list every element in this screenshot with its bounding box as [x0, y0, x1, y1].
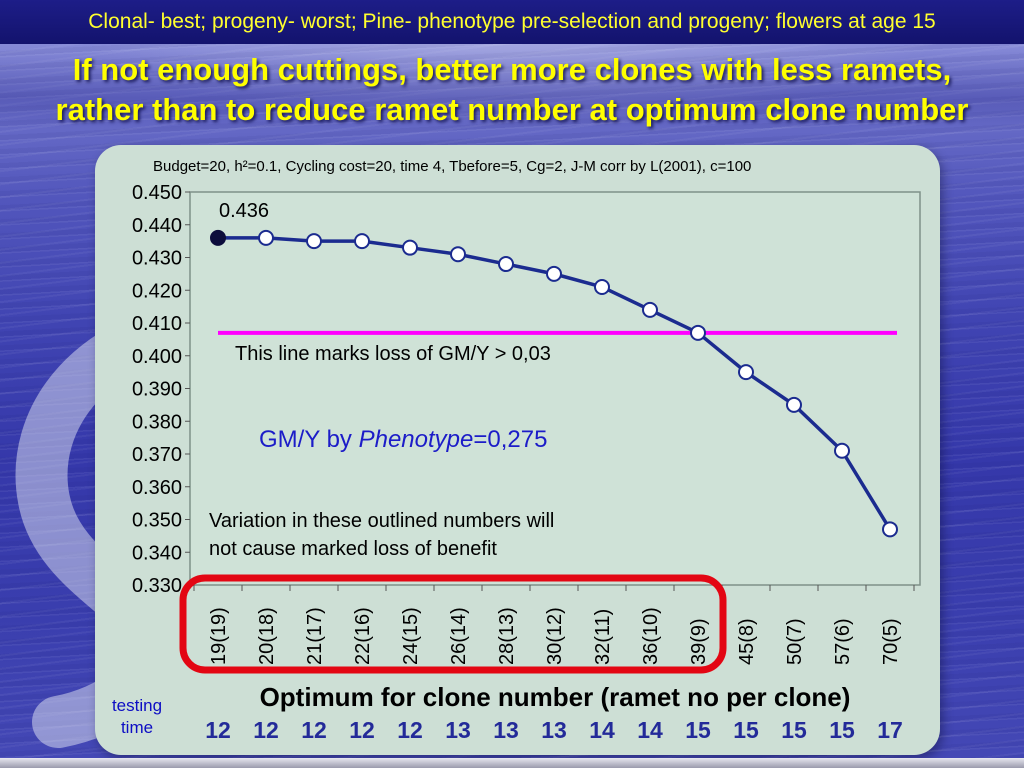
data-point — [210, 229, 226, 246]
data-point — [306, 233, 322, 250]
testing-time-value: 15 — [781, 717, 807, 743]
data-point — [546, 265, 562, 282]
data-point — [498, 256, 514, 273]
testing-time-value: 12 — [397, 717, 423, 743]
testing-time-value: 12 — [301, 717, 327, 743]
testing-time-value: 13 — [493, 717, 519, 743]
data-point — [258, 229, 274, 246]
top-banner: Clonal- best; progeny- worst; Pine- phen… — [0, 0, 1024, 44]
testing-time-value: 14 — [589, 717, 615, 743]
x-tick-label: 22(16) — [352, 607, 374, 665]
data-point — [834, 442, 850, 459]
x-tick-label: 50(7) — [784, 618, 806, 665]
testing-time-value: 14 — [637, 717, 663, 743]
testing-time-label: testing time — [99, 695, 175, 739]
y-tick-label: 0.340 — [132, 542, 182, 564]
y-tick-label: 0.330 — [132, 575, 182, 597]
data-point — [786, 396, 802, 413]
title-line1: If not enough cuttings, better more clon… — [72, 52, 952, 87]
y-tick-label: 0.360 — [132, 477, 182, 499]
testing-time-row: 12 12 12 12 12 13 13 13 14 14 15 15 15 15 17 — [95, 717, 940, 749]
y-tick-label: 0.450 — [132, 182, 182, 204]
data-point — [594, 278, 610, 295]
data-point — [690, 324, 706, 341]
variation-note: Variation in these outlined numbers will… — [209, 507, 554, 563]
testing-time-value: 13 — [541, 717, 567, 743]
data-point — [354, 233, 370, 250]
testing-time-label-line1: testing — [111, 696, 163, 715]
chart-panel: 0.450 0.440 0.430 0.420 0.410 0.400 0.390 0.380… — [95, 145, 940, 755]
x-tick-label: 24(15) — [400, 607, 422, 665]
banner-text: Clonal- best; progeny- worst; Pine- phen… — [88, 10, 936, 33]
x-tick-label: 26(14) — [448, 607, 470, 665]
x-axis-title: Optimum for clone number (ramet no per c… — [259, 682, 851, 712]
chart-subtitle: Budget=20, h²=0.1, Cycling cost=20, time… — [153, 158, 752, 175]
data-point — [450, 246, 466, 263]
data-point — [642, 301, 658, 318]
testing-time-value: 12 — [349, 717, 375, 743]
x-tick-label: 21(17) — [304, 607, 326, 665]
x-tick-label: 57(6) — [832, 618, 854, 665]
testing-time-value: 15 — [829, 717, 855, 743]
x-tick-label: 45(8) — [736, 618, 758, 665]
line-chart: 0.450 0.440 0.430 0.420 0.410 0.400 0.390 0.380… — [132, 182, 921, 674]
y-tick-label: 0.390 — [132, 379, 182, 401]
x-tick-label: 19(19) — [208, 607, 230, 665]
title-line2: rather than to reduce ramet number at op… — [55, 92, 969, 127]
variation-note-line1: Variation in these outlined numbers will — [209, 510, 555, 532]
variation-note-line2: not cause marked loss of benefit — [209, 538, 497, 560]
y-tick-label: 0.400 — [132, 346, 182, 368]
gmy-prefix: GM/Y by — [259, 426, 359, 453]
y-tick-label: 0.420 — [132, 280, 182, 302]
y-tick-label: 0.430 — [132, 248, 182, 270]
data-point — [738, 364, 754, 381]
testing-time-label-line2: time — [120, 718, 154, 737]
first-point-label: 0.436 — [219, 200, 270, 222]
testing-time-value: 12 — [205, 717, 231, 743]
y-tick-label: 0.410 — [132, 313, 182, 335]
y-tick-label: 0.350 — [132, 510, 182, 532]
y-tick-label: 0.440 — [132, 215, 182, 237]
testing-time-value: 13 — [445, 717, 471, 743]
bottom-strip — [0, 758, 1024, 768]
x-tick-label: 28(13) — [496, 607, 518, 665]
testing-time-value: 17 — [877, 717, 903, 743]
testing-time-value: 15 — [685, 717, 711, 743]
plot-area — [189, 191, 921, 586]
x-tick-label: 20(18) — [256, 607, 278, 665]
slide-title: If not enough cuttings, better more clon… — [0, 50, 1024, 130]
x-tick-label: 70(5) — [880, 618, 902, 665]
gmy-italic: Phenotype — [358, 426, 474, 453]
y-tick-label: 0.380 — [132, 411, 182, 433]
x-tick-label: 36(10) — [640, 607, 662, 665]
x-tick-label: 30(12) — [544, 607, 566, 665]
x-tick-label: 39(9) — [688, 618, 710, 665]
highlight-box — [179, 574, 727, 674]
y-tick-label: 0.370 — [132, 444, 182, 466]
gmy-suffix: =0,275 — [473, 426, 548, 453]
data-point — [882, 521, 898, 538]
gmy-annotation: GM/Y by Phenotype=0,275 — [259, 426, 547, 454]
reference-line-label: This line marks loss of GM/Y > 0,03 — [235, 343, 551, 365]
data-point — [402, 239, 418, 256]
x-tick-label: 32(11) — [592, 609, 614, 665]
testing-time-value: 12 — [253, 717, 279, 743]
testing-time-value: 15 — [733, 717, 759, 743]
